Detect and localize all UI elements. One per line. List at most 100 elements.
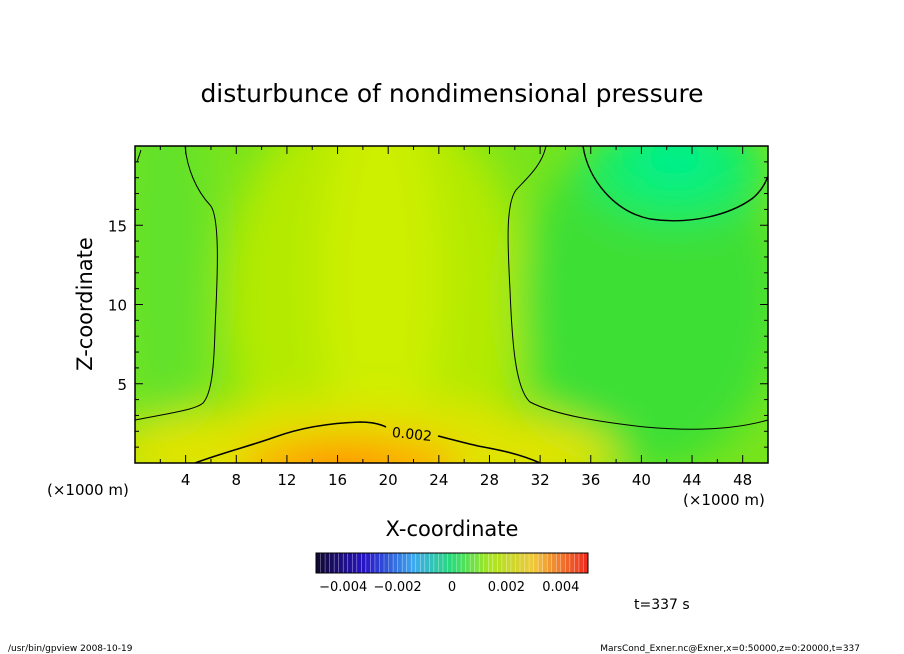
x-tick-label: 24 — [429, 471, 448, 489]
x-tick-label: 4 — [181, 471, 191, 489]
colorbar-swatch — [438, 553, 443, 573]
x-tick-label: 40 — [632, 471, 651, 489]
colorbar-swatch — [447, 553, 452, 573]
x-tick-label: 8 — [232, 471, 242, 489]
colorbar-tick-label: 0 — [448, 580, 456, 595]
colorbar-swatch — [578, 553, 584, 573]
x-unit-right: (×1000 m) — [683, 491, 765, 509]
field-left-region — [135, 146, 210, 430]
colorbar-swatch — [379, 553, 384, 573]
contour-line-bottom — [194, 421, 541, 463]
field-band-center-inner — [320, 146, 440, 463]
colorbar-swatch — [492, 553, 498, 573]
colorbar-swatch — [316, 553, 321, 573]
contour-field: 0.002 — [135, 146, 768, 463]
colorbar-tick-label: −0.002 — [374, 580, 422, 595]
colorbar-swatch — [415, 553, 421, 573]
contour-line-right — [507, 146, 768, 430]
x-tick-label: 16 — [328, 471, 347, 489]
field-right-region — [520, 146, 768, 463]
colorbar-swatch — [497, 553, 502, 573]
colorbar-swatch — [515, 553, 520, 573]
colorbar-swatch — [402, 553, 407, 573]
colorbar-swatch — [361, 553, 366, 573]
colorbar-swatch — [356, 553, 362, 573]
colorbar-swatch — [520, 553, 525, 573]
y-tick-label: 15 — [108, 217, 127, 235]
colorbar-swatch — [501, 553, 507, 573]
colorbar-swatch — [384, 553, 389, 573]
colorbar-swatch — [406, 553, 412, 573]
x-tick-label: 12 — [277, 471, 296, 489]
colorbar-swatch — [325, 553, 330, 573]
colorbar-swatch — [452, 553, 457, 573]
colorbar-tick-label: 0.002 — [488, 580, 525, 595]
colorbar-swatch — [365, 553, 371, 573]
colorbar-tick-label: 0.004 — [542, 580, 579, 595]
field-shading — [135, 146, 768, 463]
colorbar-swatch — [510, 553, 516, 573]
field-bottom-peak — [304, 457, 376, 463]
colorbar-swatch — [393, 553, 398, 573]
colorbar-swatch — [529, 553, 534, 573]
colorbar-swatch — [347, 553, 353, 573]
y-tick-label: 10 — [108, 297, 127, 315]
colorbar-swatch — [547, 553, 552, 573]
x-axis-label: X-coordinate — [386, 517, 519, 541]
colorbar-tick-label: −0.004 — [319, 580, 367, 595]
colorbar-swatch — [420, 553, 425, 573]
colorbar-swatch — [479, 553, 484, 573]
colorbar-swatch — [370, 553, 375, 573]
colorbar-swatch — [329, 553, 335, 573]
colorbar-swatch — [542, 553, 548, 573]
x-tick-label: 36 — [581, 471, 600, 489]
colorbar-swatch — [470, 553, 475, 573]
x-tick-label: 28 — [480, 471, 499, 489]
colorbar-swatch — [320, 553, 326, 573]
x-tick-label: 20 — [379, 471, 398, 489]
colorbar-swatch — [574, 553, 579, 573]
colorbar-swatch — [474, 553, 480, 573]
chart-title: disturbunce of nondimensional pressure — [200, 79, 703, 108]
time-annotation: t=337 s — [634, 597, 690, 613]
colorbar-swatch — [538, 553, 543, 573]
footer-left: /usr/bin/gpview 2008-10-19 — [8, 644, 133, 654]
colorbar-swatch — [551, 553, 557, 573]
colorbar-swatch — [533, 553, 539, 573]
colorbar-swatch — [461, 553, 466, 573]
colorbar-swatch — [388, 553, 394, 573]
colorbar-swatch — [374, 553, 380, 573]
colorbar-swatch — [583, 553, 588, 573]
colorbar-swatch — [556, 553, 561, 573]
colorbar-swatch — [411, 553, 416, 573]
colorbar-frame — [315, 552, 589, 574]
colorbar-swatch — [569, 553, 575, 573]
colorbar-swatch — [334, 553, 339, 573]
field-bottom-hot — [241, 436, 459, 463]
footer-right: MarsCond_Exner.nc@Exner,x=0:50000,z=0:20… — [600, 644, 860, 654]
contour-label: 0.002 — [391, 425, 433, 445]
colorbar-swatch — [506, 553, 511, 573]
contour-line-left — [135, 146, 218, 421]
colorbar-swatch — [424, 553, 430, 573]
contour-line-top-right — [582, 146, 768, 222]
colorbar-swatch — [560, 553, 566, 573]
x-tick-label: 48 — [733, 471, 752, 489]
y-tick-label: 5 — [117, 376, 127, 394]
colorbar-swatch — [352, 553, 357, 573]
colorbar-swatch — [397, 553, 403, 573]
field-top-right-core — [630, 146, 720, 190]
field-bottom-warm — [135, 400, 620, 463]
x-tick-label: 32 — [531, 471, 550, 489]
colorbar: −0.004 −0.002 0 0.002 0.004 — [315, 552, 589, 595]
y-axis-label: Z-coordinate — [73, 237, 97, 371]
colorbar-swatch — [338, 553, 344, 573]
colorbar-swatch — [433, 553, 439, 573]
colorbar-swatch — [488, 553, 493, 573]
colorbar-swatch — [524, 553, 530, 573]
colorbar-swatch — [343, 553, 348, 573]
colorbar-swatch — [442, 553, 448, 573]
colorbar-swatch — [429, 553, 434, 573]
